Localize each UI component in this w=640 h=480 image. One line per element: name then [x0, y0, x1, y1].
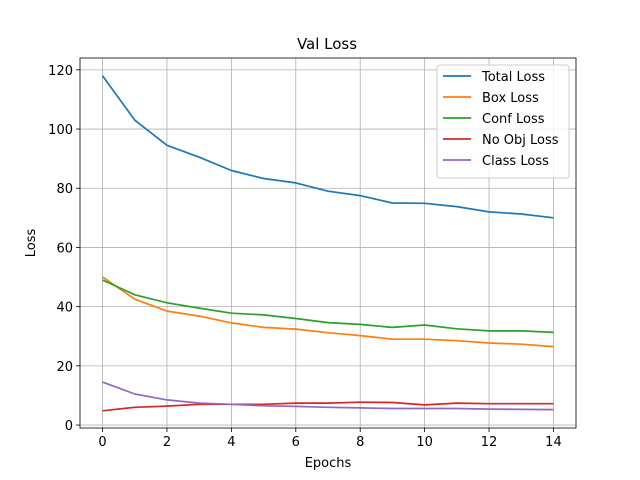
- x-tick-label: 12: [481, 435, 498, 450]
- y-tick-label: 60: [56, 241, 73, 256]
- series-line-class-loss: [102, 381, 554, 411]
- x-tick-label: 14: [545, 435, 562, 450]
- y-tick-label: 20: [56, 360, 73, 375]
- x-tick-label: 4: [227, 435, 235, 450]
- x-tick-label: 10: [416, 435, 433, 450]
- y-tick-label: 40: [56, 301, 73, 316]
- legend-label: Conf Loss: [482, 112, 545, 127]
- chart-title: Val Loss: [297, 35, 357, 53]
- legend-box: [436, 64, 570, 179]
- x-tick-label: 8: [356, 435, 364, 450]
- legend: Total Loss Box Loss Conf Loss No Obj Loss Cl…: [436, 64, 570, 179]
- x-axis-label: Epochs: [305, 456, 352, 471]
- legend-label: Class Loss: [482, 154, 549, 169]
- series-line-box-loss: [102, 276, 554, 348]
- y-axis-label: Loss: [24, 229, 39, 258]
- legend-label: Total Loss: [481, 70, 545, 85]
- x-tick-label: 0: [98, 435, 106, 450]
- y-axis: 0 20 40 60 80 100 120: [48, 64, 80, 434]
- y-tick-label: 100: [48, 123, 73, 138]
- y-tick-label: 120: [48, 64, 73, 79]
- series-line-no-obj-loss: [102, 401, 554, 412]
- y-tick-label: 80: [56, 182, 73, 197]
- series-line-total-loss: [101, 75, 554, 219]
- x-tick-label: 2: [163, 435, 171, 450]
- y-tick-label: 0: [65, 419, 73, 434]
- plot-frame: [79, 57, 577, 429]
- series-line-conf-loss: [102, 279, 554, 334]
- x-tick-label: 6: [292, 435, 300, 450]
- x-axis: 0 2 4 6 8 10 12 14: [98, 428, 562, 450]
- legend-label: Box Loss: [482, 91, 539, 106]
- series-layer: [101, 75, 554, 412]
- legend-label: No Obj Loss: [482, 133, 559, 148]
